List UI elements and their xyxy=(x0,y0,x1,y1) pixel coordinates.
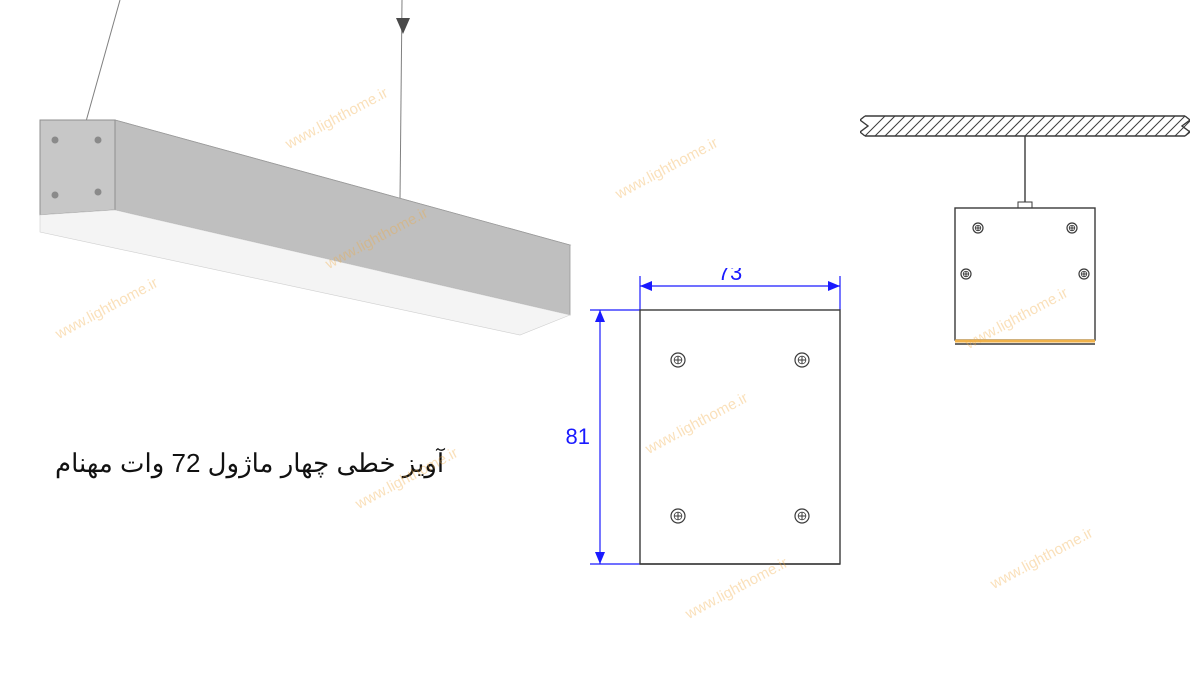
product-title: آویز خطی چهار ماژول 72 وات مهنام xyxy=(55,448,444,479)
section-face-drawing: 73 81 xyxy=(550,268,900,638)
height-value: 81 xyxy=(566,424,590,449)
ceiling-view-drawing xyxy=(860,110,1190,370)
pendant-3d-render xyxy=(0,0,620,400)
watermark-text: www.lighthome.ir xyxy=(988,524,1096,592)
watermark-text: www.lighthome.ir xyxy=(613,134,721,202)
ceiling-slab xyxy=(860,116,1190,136)
diagram-canvas: آویز خطی چهار ماژول 72 وات مهنام 73 81 xyxy=(0,0,1200,675)
width-dimension: 73 xyxy=(640,268,840,310)
width-value: 73 xyxy=(718,268,742,285)
height-dimension: 81 xyxy=(566,310,640,564)
profile-face xyxy=(640,310,840,564)
cable-hook xyxy=(1018,202,1032,208)
